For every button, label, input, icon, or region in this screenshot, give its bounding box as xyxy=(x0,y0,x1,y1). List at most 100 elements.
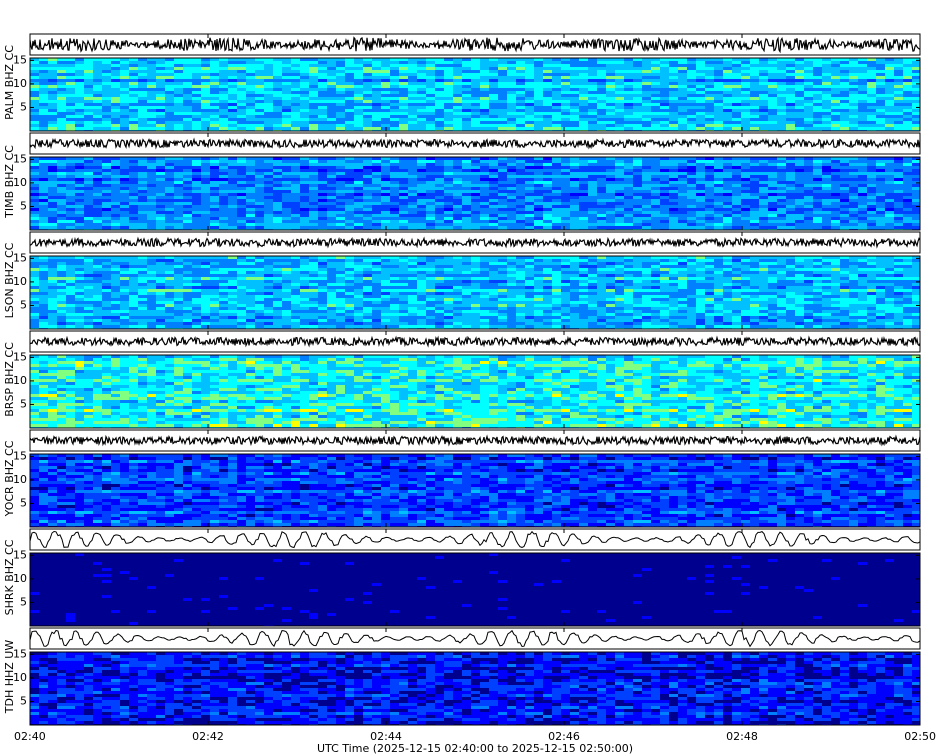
spectrogram-cell xyxy=(255,277,264,280)
spectrogram-cell xyxy=(210,280,219,283)
spectrogram-cell xyxy=(291,79,300,82)
spectrogram-cell xyxy=(813,256,822,259)
spectrogram-cell xyxy=(813,187,822,190)
spectrogram-image xyxy=(30,256,920,329)
spectrogram-cell xyxy=(696,277,705,280)
spectrogram-cell xyxy=(579,268,588,271)
spectrogram-cell xyxy=(741,61,750,64)
spectrogram-cell xyxy=(723,217,732,220)
spectrogram-cell xyxy=(615,214,624,217)
spectrogram-cell xyxy=(876,313,885,316)
spectrogram-cell xyxy=(102,61,111,64)
spectrogram-cell xyxy=(579,160,588,163)
spectrogram-cell xyxy=(552,157,561,160)
spectrogram-cell xyxy=(813,319,822,322)
spectrogram-cell xyxy=(399,76,408,79)
spectrogram-cell xyxy=(624,103,633,106)
spectrogram-cell xyxy=(903,358,912,361)
spectrogram-cell xyxy=(534,97,543,100)
spectrogram-cell xyxy=(237,85,246,88)
spectrogram-cell xyxy=(255,58,264,61)
spectrogram-cell xyxy=(462,262,471,265)
spectrogram-cell xyxy=(228,76,237,79)
spectrogram-cell xyxy=(66,205,75,208)
spectrogram-cell xyxy=(696,214,705,217)
spectrogram-cell xyxy=(228,226,237,229)
spectrogram-cell xyxy=(471,274,480,277)
spectrogram-cell xyxy=(426,118,435,121)
spectrogram-cell xyxy=(39,115,48,118)
spectrogram-cell xyxy=(471,361,480,364)
spectrogram-cell xyxy=(741,193,750,196)
spectrogram-cell xyxy=(111,124,120,127)
spectrogram-cell xyxy=(741,325,750,328)
spectrogram-cell xyxy=(723,70,732,73)
spectrogram-cell xyxy=(507,73,516,76)
spectrogram-cell xyxy=(516,64,525,67)
spectrogram-cell xyxy=(534,175,543,178)
spectrogram-cell xyxy=(201,211,210,214)
spectrogram-cell xyxy=(579,364,588,367)
spectrogram-cell xyxy=(318,277,327,280)
spectrogram-cell xyxy=(579,121,588,124)
spectrogram-cell xyxy=(867,79,876,82)
spectrogram-cell xyxy=(111,205,120,208)
spectrogram-cell xyxy=(273,223,282,226)
spectrogram-cell xyxy=(102,295,111,298)
spectrogram-cell xyxy=(174,310,183,313)
spectrogram-cell xyxy=(75,67,84,70)
spectrogram-cell xyxy=(543,208,552,211)
spectrogram-cell xyxy=(579,64,588,67)
spectrogram-frame xyxy=(29,255,921,330)
spectrogram-cell xyxy=(669,268,678,271)
spectrogram-cell xyxy=(714,271,723,274)
spectrogram-cell xyxy=(381,259,390,262)
spectrogram-cell xyxy=(813,322,822,325)
spectrogram-cell xyxy=(219,175,228,178)
spectrogram-cell xyxy=(354,166,363,169)
spectrogram-cell xyxy=(777,280,786,283)
spectrogram-cell xyxy=(507,166,516,169)
spectrogram-cell xyxy=(534,310,543,313)
spectrogram-cell xyxy=(660,103,669,106)
spectrogram-cell xyxy=(183,211,192,214)
spectrogram-cell xyxy=(462,292,471,295)
spectrogram-cell xyxy=(849,298,858,301)
spectrogram-cell xyxy=(606,283,615,286)
spectrogram-cell xyxy=(264,301,273,304)
spectrogram-cell xyxy=(174,355,183,358)
spectrogram-cell xyxy=(390,76,399,79)
spectrogram-cell xyxy=(624,265,633,268)
spectrogram-cell xyxy=(453,94,462,97)
spectrogram-cell xyxy=(579,286,588,289)
spectrogram-cell xyxy=(210,283,219,286)
spectrogram-cell xyxy=(354,358,363,361)
spectrogram-cell xyxy=(156,97,165,100)
spectrogram-cell xyxy=(129,271,138,274)
spectrogram-cell xyxy=(552,274,561,277)
spectrogram-cell xyxy=(228,295,237,298)
spectrogram-cell xyxy=(759,169,768,172)
spectrogram-cell xyxy=(903,88,912,91)
spectrogram-cell xyxy=(30,121,39,124)
spectrogram-cell xyxy=(354,64,363,67)
spectrogram-cell xyxy=(633,163,642,166)
spectrogram-cell xyxy=(525,202,534,205)
spectrogram-cell xyxy=(183,322,192,325)
spectrogram-cell xyxy=(39,307,48,310)
spectrogram-cell xyxy=(30,181,39,184)
spectrogram-cell xyxy=(156,127,165,130)
spectrogram-cell xyxy=(354,361,363,364)
spectrogram-cell xyxy=(588,322,597,325)
spectrogram-cell xyxy=(102,292,111,295)
spectrogram-cell xyxy=(192,286,201,289)
spectrogram-cell xyxy=(93,115,102,118)
spectrogram-cell xyxy=(264,214,273,217)
spectrogram-cell xyxy=(363,103,372,106)
spectrogram-cell xyxy=(606,310,615,313)
spectrogram-cell xyxy=(201,319,210,322)
spectrogram-cell xyxy=(822,226,831,229)
spectrogram-cell xyxy=(273,91,282,94)
spectrogram-cell xyxy=(624,82,633,85)
spectrogram-cell xyxy=(705,106,714,109)
